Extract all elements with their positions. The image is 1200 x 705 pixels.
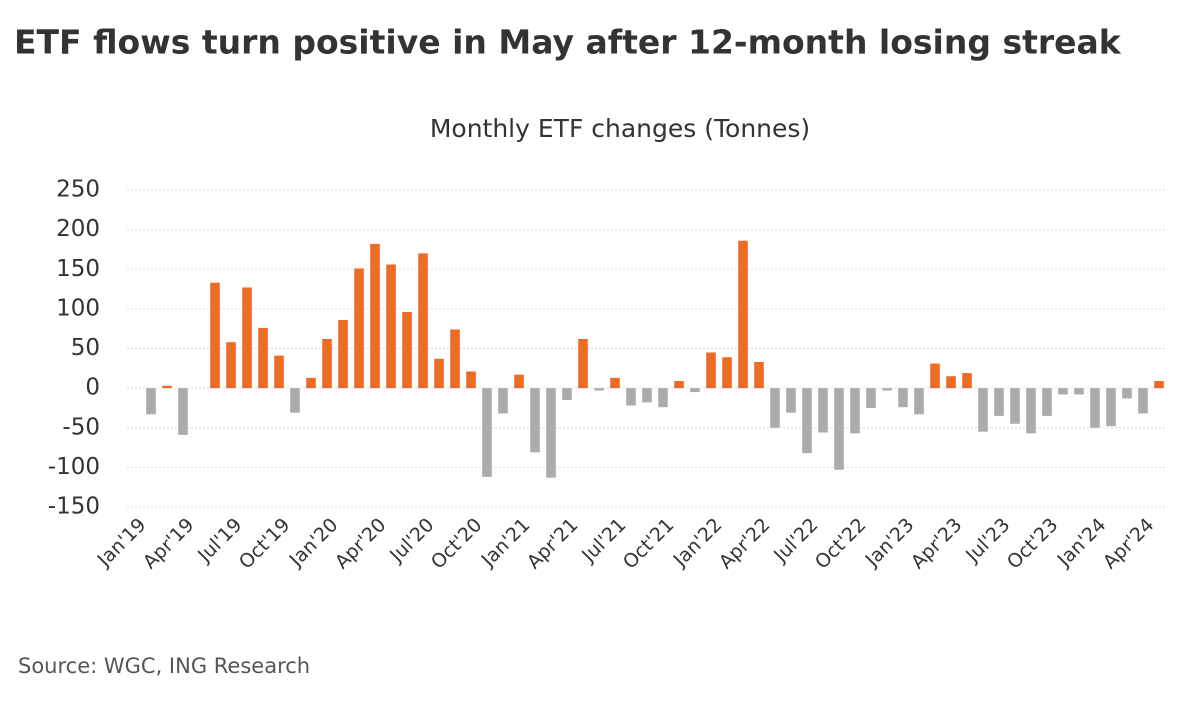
bar xyxy=(850,388,860,434)
x-tick-label: Jan'20 xyxy=(285,514,343,572)
bar xyxy=(770,388,780,428)
bar xyxy=(338,319,348,389)
bar xyxy=(642,388,652,403)
y-tick-label: 100 xyxy=(56,295,100,321)
y-tick-label: 0 xyxy=(85,375,100,401)
bar xyxy=(978,388,988,432)
bar xyxy=(690,388,700,393)
bar xyxy=(482,388,492,477)
bar xyxy=(354,268,364,389)
bar xyxy=(946,376,956,389)
bar xyxy=(386,264,396,389)
bar xyxy=(370,243,380,389)
x-tick-label: Oct'22 xyxy=(811,514,871,574)
y-tick-label: -150 xyxy=(48,494,100,520)
bar xyxy=(210,282,220,389)
bar xyxy=(994,388,1004,416)
x-tick-label: Jan'22 xyxy=(669,514,727,572)
bar xyxy=(514,374,524,389)
bar xyxy=(1154,380,1164,389)
bar xyxy=(242,287,252,389)
bar xyxy=(866,388,876,408)
bar xyxy=(1026,388,1036,434)
bar xyxy=(322,338,332,389)
bar xyxy=(258,327,268,389)
bar xyxy=(146,388,156,415)
bar xyxy=(898,388,908,408)
bar xyxy=(226,342,236,389)
bar xyxy=(882,388,892,391)
x-tick-label: Apr'20 xyxy=(331,514,391,574)
bar xyxy=(1010,388,1020,424)
bar xyxy=(546,388,556,478)
chart-subtitle: Monthly ETF changes (Tonnes) xyxy=(430,114,810,143)
bar xyxy=(530,388,540,453)
bar xyxy=(594,388,604,391)
bar xyxy=(306,377,316,389)
bar xyxy=(754,361,764,389)
bar xyxy=(450,329,460,389)
x-tick-label: Apr'19 xyxy=(139,514,199,574)
bar xyxy=(466,371,476,389)
bar xyxy=(914,388,924,415)
bar xyxy=(738,240,748,389)
bar xyxy=(930,363,940,389)
bar xyxy=(178,388,188,435)
bar xyxy=(578,338,588,389)
bar xyxy=(434,358,444,389)
bar xyxy=(818,388,828,433)
x-tick-label: Jan'24 xyxy=(1053,514,1111,572)
x-tick-label: Apr'22 xyxy=(715,514,775,574)
bar xyxy=(610,377,620,389)
bar xyxy=(562,388,572,401)
x-tick-label: Oct'23 xyxy=(1003,514,1063,574)
x-tick-label: Jan'23 xyxy=(861,514,919,572)
y-tick-label: 200 xyxy=(56,216,100,242)
bar xyxy=(1042,388,1052,416)
x-tick-label: Jan'19 xyxy=(93,514,151,572)
bar xyxy=(1058,388,1068,395)
chart-title: ETF flows turn positive in May after 12-… xyxy=(14,23,1122,62)
y-tick-label: -50 xyxy=(62,414,100,440)
x-tick-label: Apr'23 xyxy=(907,514,967,574)
bar xyxy=(722,357,732,389)
bar xyxy=(962,373,972,389)
x-tick-label: Oct'19 xyxy=(235,514,295,574)
bar xyxy=(162,385,172,389)
y-tick-label: 150 xyxy=(56,256,100,282)
x-tick-label: Apr'21 xyxy=(523,514,583,574)
x-tick-label: Apr'24 xyxy=(1099,514,1159,574)
y-tick-label: 250 xyxy=(56,177,100,203)
bar xyxy=(834,388,844,470)
bar xyxy=(1106,388,1116,427)
y-tick-label: -100 xyxy=(48,454,100,480)
bar xyxy=(1074,388,1084,395)
bar xyxy=(658,388,668,408)
y-tick-label: 50 xyxy=(71,335,100,361)
bar xyxy=(1138,388,1148,414)
source: Source: WGC, ING Research xyxy=(18,654,310,678)
bar xyxy=(290,388,300,413)
bar xyxy=(626,388,636,406)
bar xyxy=(498,388,508,414)
bar xyxy=(274,355,284,389)
x-tick-label: Oct'21 xyxy=(619,514,679,574)
bar xyxy=(418,253,428,389)
x-tick-label: Jan'21 xyxy=(477,514,535,572)
x-tick-label: Oct'20 xyxy=(427,514,487,574)
bar xyxy=(674,380,684,389)
bar xyxy=(402,312,412,389)
bar xyxy=(1090,388,1100,428)
bar xyxy=(802,388,812,454)
bar xyxy=(1122,388,1132,399)
bar xyxy=(786,388,796,413)
bar xyxy=(706,352,716,389)
